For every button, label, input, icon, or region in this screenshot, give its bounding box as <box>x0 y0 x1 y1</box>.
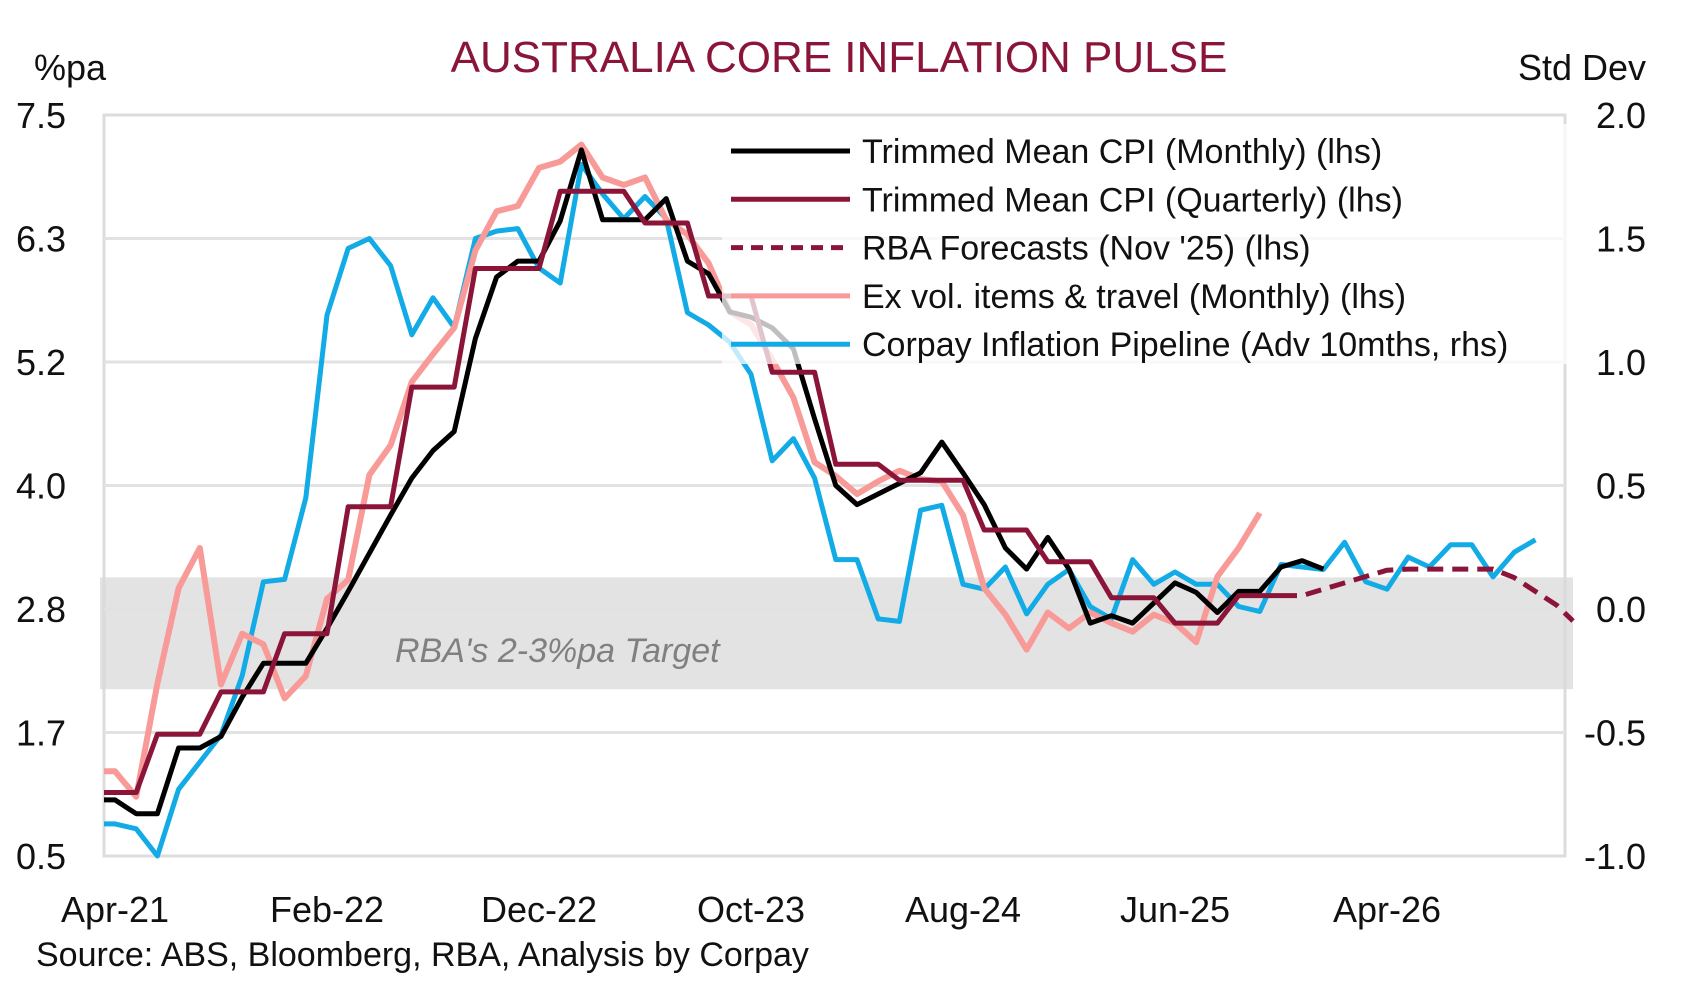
legend-label: RBA Forecasts (Nov '25) (lhs) <box>862 230 1311 268</box>
y-tick-left-label: 5.2 <box>16 342 66 383</box>
x-tick-label: Dec-22 <box>481 889 597 930</box>
legend-label: Corpay Inflation Pipeline (Adv 10mths, r… <box>862 326 1508 364</box>
series-line-rba-forecasts-nov-25-lhs <box>1281 566 1575 623</box>
x-tick-label: Apr-21 <box>61 889 169 930</box>
y-tick-right-label: 0.5 <box>1596 466 1646 507</box>
legend-label: Trimmed Mean CPI (Monthly) (lhs) <box>862 133 1382 171</box>
x-axis-ticks: Apr-21 Feb-22 Dec-22 Oct-23 Aug-24 Jun-25 Apr-… <box>61 889 1441 930</box>
x-tick-label: Aug-24 <box>905 889 1021 930</box>
y-tick-left-label: 4.0 <box>16 466 66 507</box>
source-note: Source: ABS, Bloomberg, RBA, Analysis by… <box>36 936 809 974</box>
legend-label: Trimmed Mean CPI (Quarterly) (lhs) <box>862 181 1403 219</box>
legend-background <box>722 124 1577 364</box>
y-axis-right-ticks: 2.0 1.5 1.0 0.5 0.0 -0.5 -1.0 <box>1584 95 1646 877</box>
series-line-trimmed-mean-cpi-quarterly-lhs <box>104 188 1281 795</box>
y-tick-left-label: 0.5 <box>16 836 66 877</box>
y-tick-left-label: 7.5 <box>16 95 66 136</box>
x-tick-label: Apr-26 <box>1333 889 1441 930</box>
series-line-trimmed-mean-cpi-monthly-lhs <box>104 147 1325 817</box>
x-tick-label: Feb-22 <box>270 889 384 930</box>
series-lines <box>104 141 1575 859</box>
chart-title: AUSTRALIA CORE INFLATION PULSE <box>451 33 1228 82</box>
y-tick-right-label: 0.0 <box>1596 589 1646 630</box>
x-tick-label: Oct-23 <box>697 889 805 930</box>
y-tick-right-label: -1.0 <box>1584 836 1646 877</box>
legend-label: Ex vol. items & travel (Monthly) (lhs) <box>862 278 1406 316</box>
y-axis-left-label: %pa <box>34 47 107 88</box>
y-axis-right-label: Std Dev <box>1518 47 1646 88</box>
y-tick-left-label: 6.3 <box>16 219 66 260</box>
series-line-corpay-inflation-pipeline-adv-10mths-rhs <box>104 161 1537 859</box>
y-tick-left-label: 1.7 <box>16 713 66 754</box>
target-band-label: RBA's 2-3%pa Target <box>395 632 721 670</box>
y-tick-right-label: 2.0 <box>1596 95 1646 136</box>
x-tick-label: Jun-25 <box>1120 889 1230 930</box>
y-tick-right-label: 1.0 <box>1596 342 1646 383</box>
y-tick-right-label: -0.5 <box>1584 713 1646 754</box>
y-tick-left-label: 2.8 <box>16 589 66 630</box>
legend: Trimmed Mean CPI (Monthly) (lhs) Trimmed … <box>722 124 1577 364</box>
y-tick-right-label: 1.5 <box>1596 219 1646 260</box>
y-axis-left-ticks: 7.5 6.3 5.2 4.0 2.8 1.7 0.5 <box>16 95 66 877</box>
